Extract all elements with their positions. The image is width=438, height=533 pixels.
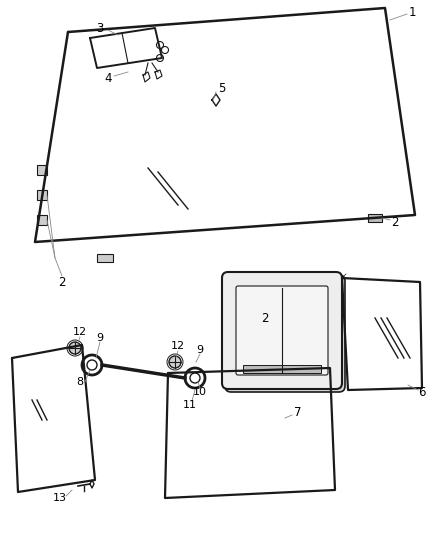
Text: 12: 12	[171, 341, 185, 351]
Text: 9: 9	[96, 333, 103, 343]
Text: 10: 10	[193, 387, 207, 397]
FancyBboxPatch shape	[37, 190, 47, 200]
Text: 7: 7	[294, 406, 302, 418]
Text: 2: 2	[391, 215, 399, 229]
FancyBboxPatch shape	[97, 254, 113, 262]
FancyBboxPatch shape	[225, 275, 345, 392]
Circle shape	[169, 356, 181, 368]
Text: 8: 8	[77, 377, 84, 387]
FancyBboxPatch shape	[37, 215, 47, 225]
Text: 11: 11	[183, 400, 197, 410]
Text: 2: 2	[58, 276, 66, 288]
FancyBboxPatch shape	[243, 365, 321, 373]
Circle shape	[69, 342, 81, 354]
Text: 13: 13	[53, 493, 67, 503]
Text: 9: 9	[196, 345, 204, 355]
Text: 4: 4	[104, 71, 112, 85]
FancyBboxPatch shape	[236, 286, 328, 375]
Text: 6: 6	[418, 385, 426, 399]
Text: 1: 1	[408, 5, 416, 19]
Text: 2: 2	[261, 311, 269, 325]
FancyBboxPatch shape	[222, 272, 342, 389]
FancyBboxPatch shape	[368, 214, 382, 222]
Text: 12: 12	[73, 327, 87, 337]
FancyBboxPatch shape	[37, 165, 47, 175]
Text: 5: 5	[218, 82, 226, 94]
Text: 3: 3	[96, 21, 104, 35]
